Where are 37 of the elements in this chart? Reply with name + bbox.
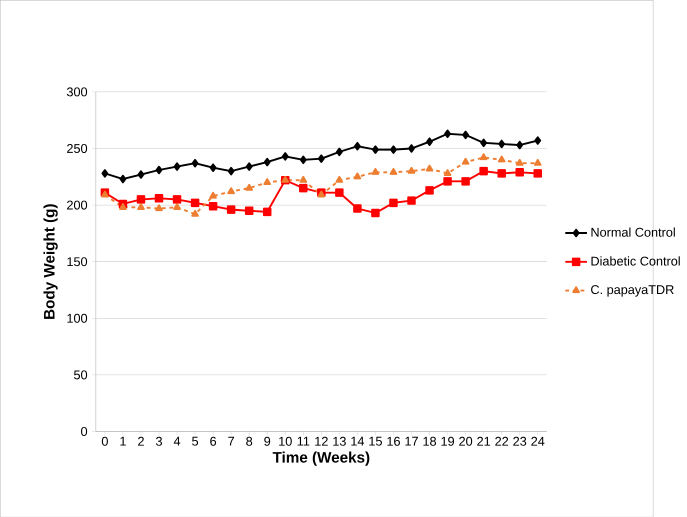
y-tick-label: 0 xyxy=(81,426,88,436)
x-tick-label: 2 xyxy=(138,436,144,446)
x-tick-label: 15 xyxy=(369,436,382,446)
x-tick-label: 4 xyxy=(174,436,180,446)
x-tick-label: 16 xyxy=(387,436,400,446)
y-tick-label: 250 xyxy=(67,144,88,153)
legend-label: Normal Control xyxy=(591,227,675,237)
x-tick-label: 7 xyxy=(228,436,234,446)
y-tick-label: 150 xyxy=(67,257,88,266)
y-tick-label: 50 xyxy=(74,370,88,380)
legend-label: Diabetic Control xyxy=(591,256,680,266)
x-tick-label: 20 xyxy=(459,436,472,446)
x-tick-label: 8 xyxy=(246,436,252,446)
x-tick-label: 13 xyxy=(333,436,346,446)
x-tick-label: 11 xyxy=(298,436,310,446)
x-tick-label: 23 xyxy=(513,436,526,446)
x-tick-label: 3 xyxy=(156,436,162,446)
y-axis-title: Body Weight (g) xyxy=(43,204,58,319)
y-tick-label: 200 xyxy=(67,200,88,210)
x-tick-label: 14 xyxy=(351,436,364,446)
x-tick-label: 22 xyxy=(495,436,508,446)
x-tick-label: 21 xyxy=(477,436,490,446)
legend-label: C. papayaTDR xyxy=(591,284,674,296)
x-tick-label: 18 xyxy=(423,436,436,446)
y-tick-label: 100 xyxy=(67,314,88,323)
x-tick-label: 6 xyxy=(210,436,216,446)
x-tick-label: 9 xyxy=(264,436,270,446)
x-axis-title: Time (Weeks) xyxy=(272,451,370,466)
x-tick-label: 19 xyxy=(441,436,454,446)
y-tick-label: 300 xyxy=(66,87,88,96)
x-tick-label: 17 xyxy=(405,436,418,446)
x-tick-label: 0 xyxy=(102,436,108,446)
x-tick-label: 5 xyxy=(192,436,198,446)
x-tick-label: 12 xyxy=(315,436,328,446)
x-tick-label: 1 xyxy=(120,436,126,446)
x-tick-label: 10 xyxy=(279,436,292,446)
x-tick-label: 24 xyxy=(531,436,544,446)
